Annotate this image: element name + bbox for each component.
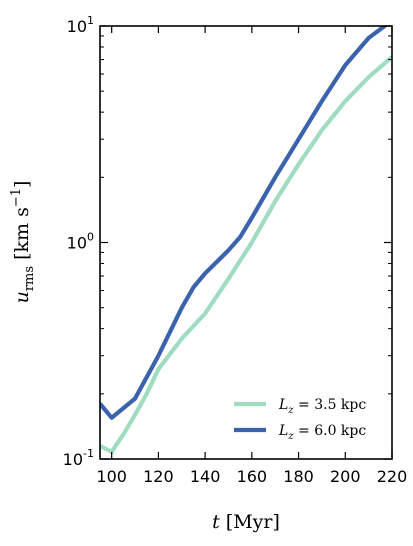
legend-label-2: Lz = 6.0 kpc xyxy=(278,423,366,442)
legend: Lz = 3.5 kpc Lz = 6.0 kpc xyxy=(234,397,366,442)
series-line-1 xyxy=(100,55,392,454)
y-tick-label: 100 xyxy=(67,231,94,253)
legend-label-1: Lz = 3.5 kpc xyxy=(278,397,366,416)
series-line-2 xyxy=(100,26,389,420)
x-tick-label: 140 xyxy=(190,467,221,486)
x-tick-label: 120 xyxy=(143,467,174,486)
x-tick-label: 220 xyxy=(377,467,408,486)
x-tick-label: 160 xyxy=(237,467,268,486)
x-axis-label: t [Myr] xyxy=(212,511,280,533)
series-layer xyxy=(100,26,392,454)
x-tick-label: 100 xyxy=(96,467,127,486)
x-tick-label: 180 xyxy=(283,467,314,486)
plot-frame xyxy=(99,25,393,460)
y-tick-label: 101 xyxy=(67,14,94,36)
x-tick-label: 200 xyxy=(330,467,361,486)
y-tick-label: 10-1 xyxy=(63,447,94,469)
y-axis-label: urms [km s−1] xyxy=(9,181,37,304)
